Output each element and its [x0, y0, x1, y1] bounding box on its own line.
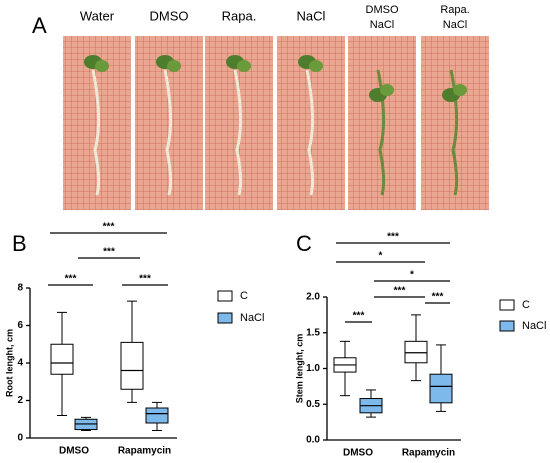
significance-label: *	[410, 270, 414, 281]
y-tick-label: 1.5	[306, 327, 320, 338]
x-tick-label: DMSO	[343, 448, 373, 459]
photo-caption: NaCl	[297, 8, 326, 23]
photo-caption: NaCl	[443, 19, 467, 31]
seedling-stem	[233, 69, 243, 196]
panel-label: B	[12, 231, 27, 256]
y-tick-label: 2	[17, 395, 23, 406]
seedling-leaf	[453, 84, 467, 96]
y-tick-label: 0.5	[306, 399, 320, 410]
legend-swatch	[217, 290, 233, 302]
significance-label: ***	[353, 311, 365, 322]
seedling-leaf	[95, 60, 109, 72]
legend-label: NaCl	[240, 312, 264, 324]
box	[429, 373, 453, 404]
box	[404, 340, 428, 364]
x-tick-label: DMSO	[59, 446, 89, 457]
photo-caption: DMSO	[366, 4, 399, 16]
y-tick-label: 2.0	[306, 292, 320, 303]
significance-label: ***	[387, 232, 399, 243]
panel-label: A	[32, 13, 47, 38]
photo	[421, 36, 489, 210]
seedling-leaf	[309, 60, 323, 72]
box	[145, 407, 169, 424]
seedling-stem	[163, 69, 173, 196]
legend-label: NaCl	[522, 320, 546, 332]
photo-caption: Rapa.	[222, 8, 257, 23]
panel-label: C	[296, 231, 312, 256]
y-tick-label: 4	[17, 358, 23, 369]
seedling-stem	[91, 69, 101, 196]
x-tick-label: Rapamycin	[402, 448, 455, 459]
photo-caption: Water	[80, 8, 115, 23]
seedling-stem	[305, 69, 315, 196]
y-axis-label: Root lenght, cm	[4, 329, 14, 397]
y-axis-label: Stem lenght, cm	[294, 334, 304, 404]
seedling-leaf	[167, 60, 181, 72]
significance-label: ***	[103, 222, 115, 233]
seedling-leaf	[380, 84, 394, 96]
y-tick-label: 0	[17, 433, 23, 444]
y-tick-label: 8	[17, 283, 23, 294]
significance-label: ***	[65, 274, 77, 285]
photo	[348, 36, 416, 210]
photo-caption: DMSO	[150, 8, 189, 23]
legend-swatch	[217, 312, 233, 324]
photo-caption: Rapa.	[440, 4, 469, 16]
x-tick-label: Rapamycin	[118, 446, 171, 457]
significance-label: ***	[394, 286, 406, 297]
y-tick-label: 6	[17, 320, 23, 331]
legend-swatch	[499, 320, 515, 332]
significance-label: ***	[103, 247, 115, 258]
box	[120, 341, 144, 390]
significance-label: *	[379, 251, 383, 262]
seedling-leaf	[237, 60, 251, 72]
legend-label: C	[240, 290, 248, 302]
y-tick-label: 1.0	[306, 363, 320, 374]
box	[50, 343, 74, 375]
significance-label: ***	[139, 274, 151, 285]
photo-caption: NaCl	[370, 19, 394, 31]
significance-label: ***	[432, 292, 444, 303]
legend-swatch	[499, 299, 515, 311]
legend-label: C	[522, 299, 530, 311]
y-tick-label: 0.0	[306, 435, 320, 446]
